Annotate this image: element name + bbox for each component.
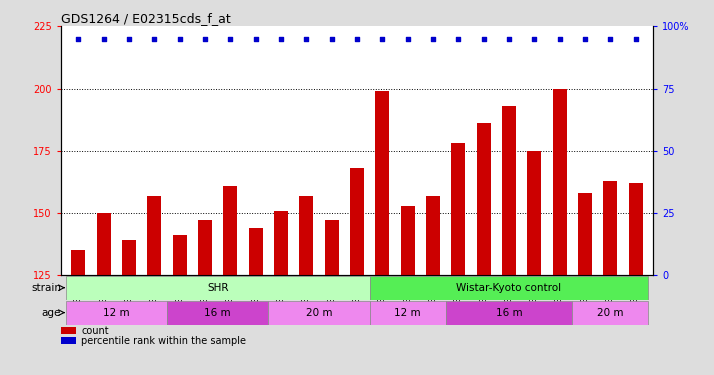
Point [276, 36, 287, 42]
Point [250, 36, 261, 42]
Point [225, 36, 236, 42]
Point [528, 36, 540, 42]
Point [376, 36, 388, 42]
Text: age: age [41, 308, 61, 318]
Bar [173, 236, 186, 275]
Bar [628, 183, 643, 275]
Bar [426, 196, 440, 275]
Bar [248, 228, 263, 275]
Text: 16 m: 16 m [496, 308, 522, 318]
Bar [578, 193, 592, 275]
Point [149, 36, 160, 42]
Bar [603, 181, 617, 275]
Point [199, 36, 211, 42]
Point [174, 36, 186, 42]
Bar [553, 88, 567, 275]
Bar [97, 213, 111, 275]
Bar [61, 337, 76, 344]
Bar [401, 206, 415, 275]
Point [73, 36, 84, 42]
Bar [325, 220, 338, 275]
Bar [66, 276, 370, 300]
Text: count: count [81, 326, 109, 336]
Point [478, 36, 489, 42]
Point [351, 36, 363, 42]
Text: 12 m: 12 m [103, 308, 130, 318]
Point [453, 36, 464, 42]
Bar [502, 106, 516, 275]
Bar [572, 301, 648, 325]
Point [630, 36, 641, 42]
Point [326, 36, 338, 42]
Bar [223, 186, 237, 275]
Text: strain: strain [31, 283, 61, 293]
Bar [274, 210, 288, 275]
Bar [198, 220, 212, 275]
Bar [66, 301, 167, 325]
Bar [451, 143, 466, 275]
Text: 16 m: 16 m [204, 308, 231, 318]
Point [301, 36, 312, 42]
Bar [370, 276, 648, 300]
Bar [376, 91, 389, 275]
Text: SHR: SHR [207, 283, 228, 293]
Bar [446, 301, 572, 325]
Text: GDS1264 / E02315cds_f_at: GDS1264 / E02315cds_f_at [61, 12, 231, 25]
Point [554, 36, 565, 42]
Bar [477, 123, 491, 275]
Point [402, 36, 413, 42]
Point [124, 36, 135, 42]
Bar [147, 196, 161, 275]
Bar [122, 240, 136, 275]
Text: percentile rank within the sample: percentile rank within the sample [81, 336, 246, 346]
Point [605, 36, 616, 42]
Bar [61, 327, 76, 334]
Text: 12 m: 12 m [394, 308, 421, 318]
Bar [350, 168, 364, 275]
Bar [299, 196, 313, 275]
Bar [268, 301, 370, 325]
Bar [71, 251, 86, 275]
Text: 20 m: 20 m [306, 308, 332, 318]
Text: Wistar-Kyoto control: Wistar-Kyoto control [456, 283, 561, 293]
Text: 20 m: 20 m [597, 308, 623, 318]
Point [503, 36, 515, 42]
Point [427, 36, 438, 42]
Bar [370, 301, 446, 325]
Point [579, 36, 590, 42]
Bar [528, 151, 541, 275]
Point [98, 36, 109, 42]
Bar [167, 301, 268, 325]
